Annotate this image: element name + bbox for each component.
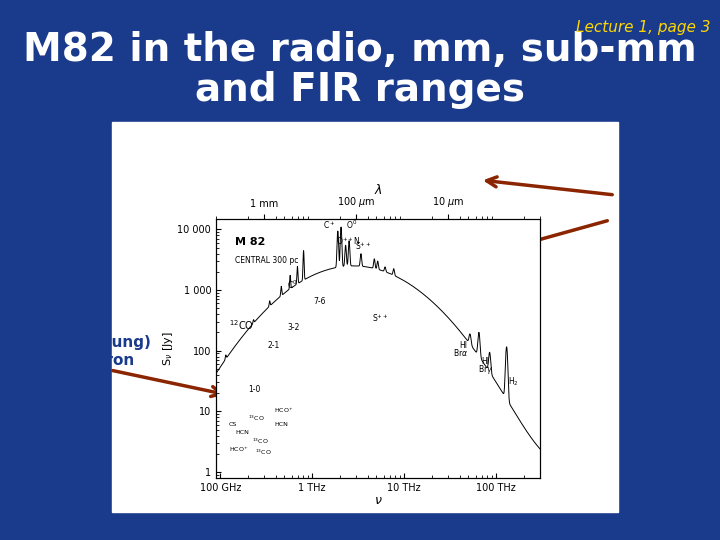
- Text: $^{13}$CO: $^{13}$CO: [252, 437, 269, 447]
- Text: Br$\alpha$: Br$\alpha$: [452, 347, 468, 358]
- X-axis label: $\nu$: $\nu$: [374, 494, 382, 507]
- Text: Free-Free
(Bremstrahlung)
& Synchrotron
Continuum
Emission: Free-Free (Bremstrahlung) & Synchrotron …: [10, 318, 152, 402]
- Y-axis label: S$_\nu$ [Jy]: S$_\nu$ [Jy]: [161, 331, 175, 366]
- Text: CENTRAL 300 pc: CENTRAL 300 pc: [235, 256, 299, 265]
- Text: and FIR ranges: and FIR ranges: [195, 71, 525, 109]
- Text: Lecture 1, page 3: Lecture 1, page 3: [575, 20, 710, 35]
- Text: S$^{++}$: S$^{++}$: [372, 313, 388, 325]
- X-axis label: $\lambda$: $\lambda$: [374, 183, 382, 197]
- Text: M 82: M 82: [235, 237, 266, 247]
- Text: HCO$^+$: HCO$^+$: [274, 406, 294, 415]
- Text: HI: HI: [482, 357, 490, 366]
- Text: 2-1: 2-1: [268, 341, 280, 350]
- Text: $^{13}$CO: $^{13}$CO: [248, 414, 265, 423]
- Bar: [112, 122, 618, 512]
- Text: CS: CS: [229, 422, 237, 427]
- Text: Dust continuum: Dust continuum: [350, 426, 510, 444]
- Text: M82 in the radio, mm, sub-mm: M82 in the radio, mm, sub-mm: [23, 31, 697, 69]
- Text: O$^0$: O$^0$: [346, 219, 357, 231]
- Text: $^{12}$CO: $^{12}$CO: [229, 319, 254, 332]
- Text: HCN: HCN: [235, 430, 249, 435]
- Text: H$_2$: H$_2$: [508, 376, 518, 388]
- Text: O$^{++}$N: O$^{++}$N: [336, 235, 360, 247]
- Text: 3-2: 3-2: [287, 323, 300, 332]
- Text: HCO$^+$: HCO$^+$: [229, 445, 249, 454]
- Text: S$^{++}$: S$^{++}$: [356, 240, 372, 252]
- Text: C$^+$: C$^+$: [323, 219, 336, 231]
- Text: HCN: HCN: [274, 422, 288, 427]
- Text: 7-6: 7-6: [313, 297, 325, 306]
- Text: Br$\gamma$: Br$\gamma$: [478, 363, 494, 376]
- Text: Atomic
Lines,
Molecular Lines: Atomic Lines, Molecular Lines: [620, 175, 720, 225]
- Text: C$^0$: C$^0$: [287, 278, 298, 291]
- Text: $^{13}$CO: $^{13}$CO: [255, 448, 271, 457]
- Text: 1-0: 1-0: [248, 386, 261, 394]
- Text: HI: HI: [459, 341, 467, 350]
